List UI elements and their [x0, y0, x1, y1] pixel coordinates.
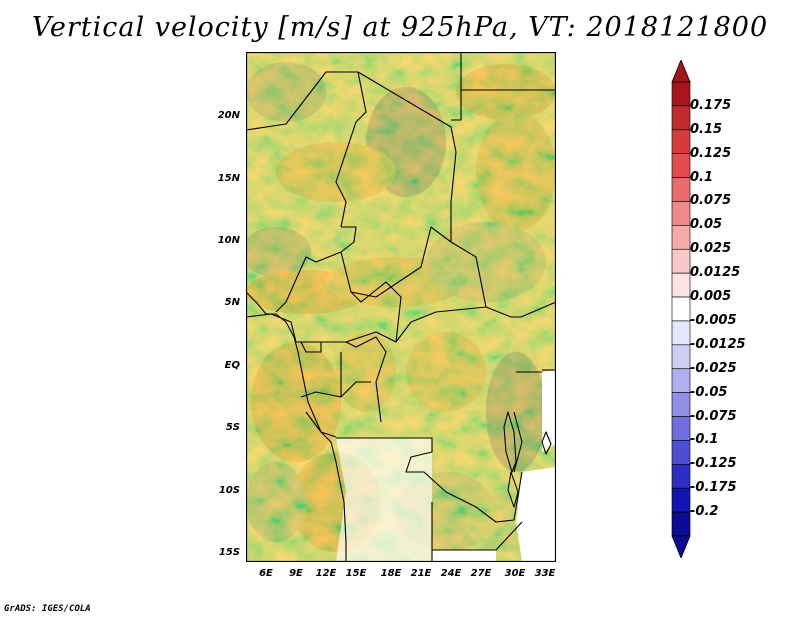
- lon-label-30e: 30E: [504, 568, 526, 579]
- colorbar-label: 0.025: [690, 241, 732, 257]
- chart-title: Vertical velocity [m/s] at 925hPa, VT: 2…: [31, 12, 769, 43]
- map-frame: [246, 52, 556, 562]
- colorbar-label: -0.175: [690, 480, 737, 496]
- colorbar-segment: [671, 320, 691, 346]
- lon-label-24e: 24E: [440, 568, 462, 579]
- lon-label-6e: 6E: [259, 568, 273, 579]
- colorbar-label: -0.125: [690, 456, 737, 472]
- colorbar-label: 0.15: [690, 121, 723, 137]
- lat-label-15n: 15N: [217, 173, 240, 184]
- colorbar-label: -0.025: [690, 360, 737, 376]
- lat-label-10s: 10S: [218, 485, 240, 496]
- colorbar-segment: [671, 392, 691, 417]
- lon-label-12e: 12E: [315, 568, 337, 579]
- lon-label-15e: 15E: [345, 568, 367, 579]
- colorbar-segment: [671, 487, 691, 513]
- colorbar-segment: [671, 296, 691, 322]
- colorbar-label: -0.1: [690, 432, 719, 448]
- lon-label-33e: 33E: [534, 568, 556, 579]
- colorbar-segment: [671, 153, 691, 178]
- colorbar-segment: [671, 511, 691, 537]
- lat-label-20n: 20N: [217, 110, 240, 121]
- colorbar-label: 0.005: [690, 289, 732, 305]
- country-borders: [246, 52, 556, 562]
- lon-label-21e: 21E: [410, 568, 432, 579]
- colorbar-segment: [671, 105, 691, 131]
- colorbar-label: 0.125: [690, 145, 732, 161]
- map-panel: [246, 52, 556, 562]
- colorbar-label: 0.175: [690, 97, 732, 113]
- colorbar-segment: [671, 440, 691, 465]
- colorbar-label: 0.0125: [690, 265, 741, 281]
- colorbar-segment: [671, 129, 691, 154]
- colorbar-label: -0.05: [690, 384, 728, 400]
- colorbar-segment: [671, 416, 691, 441]
- colorbar-label: 0.05: [690, 217, 723, 233]
- colorbar-segment: [671, 248, 691, 274]
- map-svg: [246, 52, 556, 562]
- colorbar-label: 0.075: [690, 193, 732, 209]
- lon-label-18e: 18E: [380, 568, 402, 579]
- lat-label-5s: 5S: [225, 422, 240, 433]
- colorbar-segment: [671, 344, 691, 370]
- lon-label-27e: 27E: [470, 568, 492, 579]
- colorbar-segment: [671, 272, 691, 298]
- colorbar-label: -0.0125: [690, 336, 746, 352]
- colorbar-bottom-arrow: [671, 535, 691, 560]
- lat-label-5n: 5N: [224, 297, 240, 308]
- lon-label-9e: 9E: [289, 568, 303, 579]
- colorbar-segment: [671, 464, 691, 489]
- colorbar-segment: [671, 225, 691, 250]
- lat-label-eq: EQ: [224, 360, 240, 371]
- colorbar-segment: [671, 201, 691, 226]
- colorbar-top-arrow: [671, 58, 691, 83]
- colorbar-label: -0.005: [690, 312, 737, 328]
- colorbar-label: -0.075: [690, 408, 737, 424]
- lat-label-15s: 15S: [218, 547, 240, 558]
- masked-region: [336, 370, 556, 562]
- colorbar-label: 0.1: [690, 169, 714, 185]
- colorbar: [668, 58, 694, 560]
- colorbar-segment: [671, 81, 691, 107]
- lat-label-10n: 10N: [217, 235, 240, 246]
- colorbar-svg: [671, 58, 691, 560]
- colorbar-segment: [671, 368, 691, 393]
- colorbar-segment: [671, 177, 691, 202]
- credit-text: GrADS: IGES/COLA: [4, 604, 91, 614]
- colorbar-label: -0.2: [690, 504, 719, 520]
